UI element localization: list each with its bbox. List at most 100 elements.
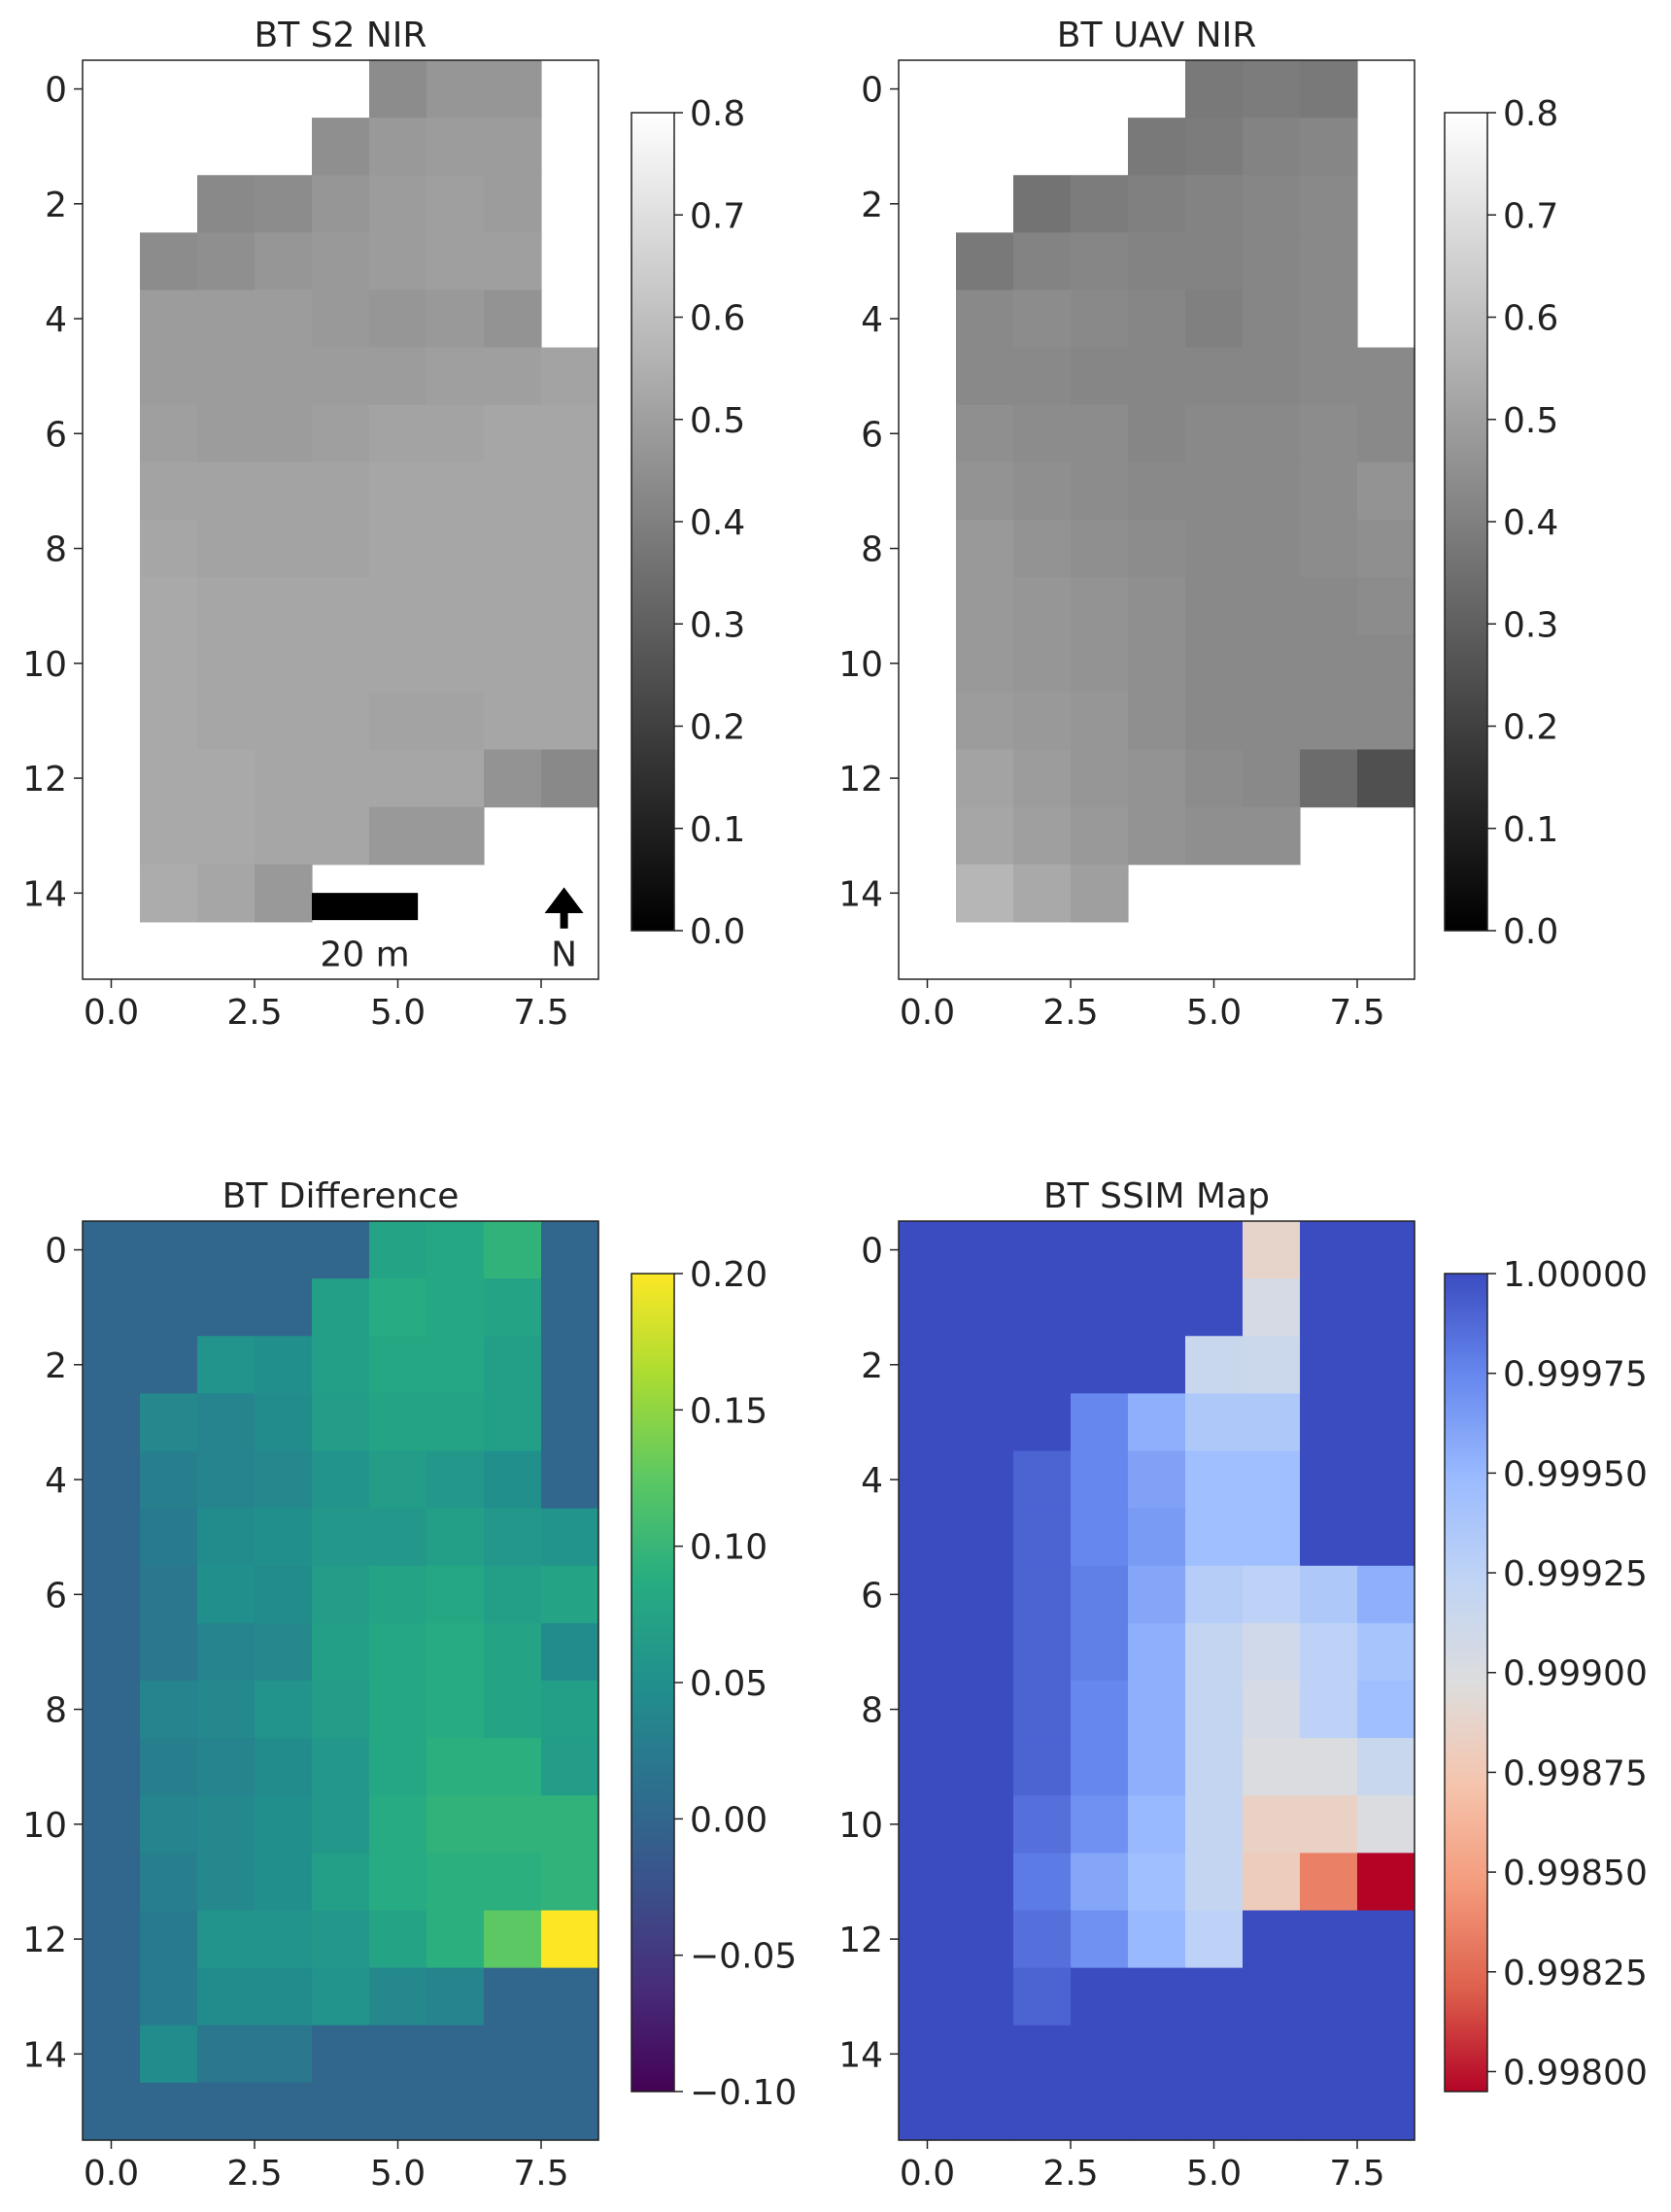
heatmap-cell bbox=[197, 1221, 256, 1279]
heatmap-cell bbox=[956, 864, 1014, 923]
heatmap-cell bbox=[956, 347, 1014, 406]
heatmap-cell bbox=[1071, 232, 1129, 291]
heatmap-cell bbox=[1357, 1681, 1415, 1739]
colorbar bbox=[631, 112, 675, 932]
heatmap-cell bbox=[541, 2025, 599, 2084]
heatmap-cell bbox=[426, 1853, 485, 1912]
heatmap-cell bbox=[83, 1393, 141, 1452]
heatmap-cell bbox=[426, 634, 485, 693]
heatmap-cell bbox=[956, 1738, 1014, 1796]
heatmap-cell bbox=[1128, 1221, 1186, 1279]
y-tick-label: 10 bbox=[22, 1806, 67, 1846]
heatmap-cell bbox=[426, 1565, 485, 1624]
heatmap-cell bbox=[312, 1393, 370, 1452]
heatmap-cell bbox=[899, 1910, 957, 1969]
heatmap-cell bbox=[1243, 461, 1301, 521]
heatmap-cell bbox=[312, 1967, 370, 2026]
heatmap-cell bbox=[1243, 1278, 1301, 1337]
heatmap-cell bbox=[1071, 520, 1129, 578]
heatmap-cell bbox=[484, 461, 542, 521]
y-tick-label: 0 bbox=[861, 71, 883, 111]
colorbar-tick-label: 0.15 bbox=[690, 1391, 767, 1431]
chart-panel: BT UAV NIR 0.0 2.5 5.0 7.5 0 2 4 6 8 10 12 14 0.0 0.1 0… bbox=[838, 16, 1558, 1033]
scale-bar-label: 20 m bbox=[320, 935, 409, 974]
heatmap-cell bbox=[484, 577, 542, 635]
heatmap-cell bbox=[956, 2025, 1014, 2084]
heatmap-cell bbox=[1357, 1853, 1415, 1912]
heatmap-cell bbox=[1013, 634, 1072, 693]
heatmap-cell bbox=[369, 749, 427, 808]
colorbar-tick-label: 0.20 bbox=[690, 1255, 767, 1295]
heatmap-cell bbox=[1243, 520, 1301, 578]
heatmap-cell bbox=[197, 2082, 256, 2141]
heatmap-cell bbox=[1300, 2025, 1358, 2084]
heatmap-cell bbox=[1300, 520, 1358, 578]
heatmap-cell bbox=[1300, 1450, 1358, 1510]
heatmap-cell bbox=[1185, 2025, 1244, 2084]
heatmap-cell bbox=[484, 1565, 542, 1624]
heatmap-cell bbox=[197, 1795, 256, 1854]
heatmap-cell bbox=[1128, 1853, 1186, 1912]
heatmap-cell bbox=[83, 1967, 141, 2026]
heatmap-cell bbox=[1185, 1622, 1244, 1682]
heatmap-cell bbox=[1185, 1221, 1244, 1279]
heatmap-cell bbox=[1185, 1508, 1244, 1567]
heatmap-cell bbox=[369, 577, 427, 635]
x-tick-label: 2.5 bbox=[1042, 993, 1098, 1033]
heatmap-cell bbox=[956, 806, 1014, 866]
y-tick-label: 4 bbox=[45, 300, 67, 340]
heatmap-cell bbox=[1071, 175, 1129, 233]
heatmap-cell bbox=[1357, 1910, 1415, 1969]
heatmap-cell bbox=[369, 289, 427, 349]
heatmap-cell bbox=[83, 1853, 141, 1912]
heatmap-cell bbox=[426, 749, 485, 808]
colorbar-tick-label: 0.5 bbox=[1503, 401, 1558, 441]
heatmap-cell bbox=[197, 404, 256, 463]
heatmap-cell bbox=[312, 1910, 370, 1969]
colorbar bbox=[1444, 1273, 1488, 2093]
colorbar-tick-label: 0.3 bbox=[1503, 605, 1558, 645]
axes-frame bbox=[82, 59, 599, 980]
heatmap-cell bbox=[369, 461, 427, 521]
heatmap-cell bbox=[1013, 461, 1072, 521]
heatmap-cell bbox=[541, 1795, 599, 1854]
heatmap-cell bbox=[197, 2025, 256, 2084]
heatmap-cell bbox=[541, 577, 599, 635]
heatmap-cell bbox=[1185, 749, 1244, 808]
heatmap-cell bbox=[541, 634, 599, 693]
heatmap-cell bbox=[1071, 1910, 1129, 1969]
heatmap-cell bbox=[1128, 2082, 1186, 2141]
heatmap-cell bbox=[312, 1565, 370, 1624]
heatmap-cell bbox=[140, 1336, 198, 1394]
heatmap-cell bbox=[197, 692, 256, 751]
x-tick-label: 5.0 bbox=[1186, 993, 1242, 1033]
heatmap-cell bbox=[426, 1336, 485, 1394]
heatmap-cell bbox=[1185, 1910, 1244, 1969]
heatmap-cell bbox=[83, 1336, 141, 1394]
heatmap-cell bbox=[369, 1508, 427, 1567]
heatmap-cell bbox=[369, 1565, 427, 1624]
heatmap-cell bbox=[1300, 1221, 1358, 1279]
x-tick-label: 0.0 bbox=[84, 993, 139, 1033]
heatmap-cell bbox=[1357, 520, 1415, 578]
heatmap-cell bbox=[1071, 2082, 1129, 2141]
heatmap-cell bbox=[312, 232, 370, 291]
heatmap-cell bbox=[956, 1450, 1014, 1510]
heatmap-cell bbox=[899, 1738, 957, 1796]
heatmap-cell bbox=[484, 118, 542, 176]
heatmap-cell bbox=[255, 1336, 313, 1394]
heatmap-cell bbox=[484, 2025, 542, 2084]
heatmap-cell bbox=[197, 634, 256, 693]
heatmap-cell bbox=[1013, 1393, 1072, 1452]
heatmap-cell bbox=[1071, 289, 1129, 349]
heatmap-cell bbox=[1185, 1393, 1244, 1452]
heatmap-cell bbox=[1243, 577, 1301, 635]
heatmap-cell bbox=[1300, 1738, 1358, 1796]
chart-panel: BT S2 NIR 0.0 2.5 5.0 7.5 0 2 4 6 8 10 12 14 20 m N 0.0… bbox=[22, 16, 745, 1033]
heatmap-cell bbox=[1300, 749, 1358, 808]
heatmap-cell bbox=[140, 1910, 198, 1969]
y-tick-label: 6 bbox=[45, 1576, 67, 1616]
y-tick-label: 4 bbox=[45, 1461, 67, 1501]
heatmap-cell bbox=[312, 749, 370, 808]
heatmap-cell bbox=[956, 634, 1014, 693]
